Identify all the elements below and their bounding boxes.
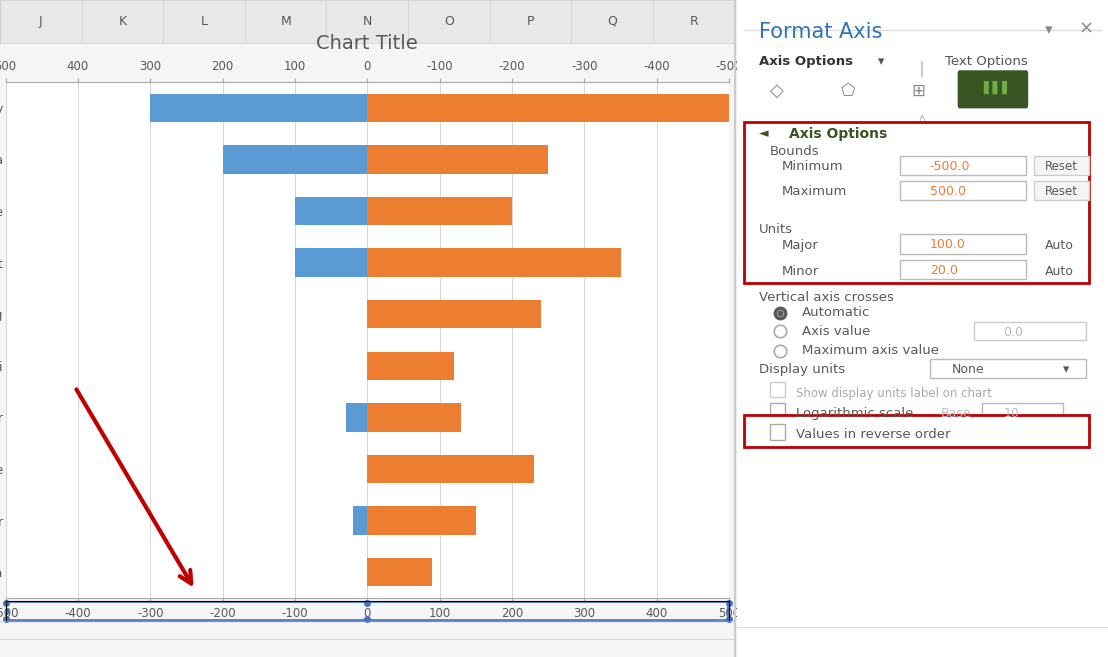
Title: Chart Title: Chart Title xyxy=(317,34,418,53)
Text: 0.0: 0.0 xyxy=(1004,326,1024,339)
Bar xyxy=(368,507,475,535)
FancyBboxPatch shape xyxy=(957,70,1028,108)
Text: 20.0: 20.0 xyxy=(930,264,957,277)
Bar xyxy=(295,197,368,225)
Text: Bounds: Bounds xyxy=(770,145,820,158)
FancyBboxPatch shape xyxy=(900,234,1026,254)
Text: ᴧ: ᴧ xyxy=(920,113,925,123)
Text: Minimum: Minimum xyxy=(781,160,843,173)
Bar xyxy=(295,248,368,277)
Text: None: None xyxy=(952,363,985,376)
FancyBboxPatch shape xyxy=(900,156,1026,175)
Text: ◇: ◇ xyxy=(770,82,784,100)
Text: ▲: ▲ xyxy=(1100,24,1108,35)
Text: P: P xyxy=(526,15,534,28)
Text: Base: Base xyxy=(941,407,972,420)
Text: ◄: ◄ xyxy=(759,127,769,141)
Text: Format Axis: Format Axis xyxy=(759,22,882,41)
Bar xyxy=(368,248,620,277)
Text: 10: 10 xyxy=(1004,407,1019,420)
Text: Vertical axis crosses: Vertical axis crosses xyxy=(759,291,894,304)
Bar xyxy=(368,94,729,122)
Bar xyxy=(352,507,368,535)
Text: ⊞: ⊞ xyxy=(911,82,925,100)
Text: Maximum: Maximum xyxy=(781,185,847,198)
FancyBboxPatch shape xyxy=(982,403,1064,419)
Text: O: O xyxy=(444,15,454,28)
Text: Reset: Reset xyxy=(1045,185,1078,198)
Text: ▾: ▾ xyxy=(1064,363,1069,376)
FancyBboxPatch shape xyxy=(974,322,1086,340)
Text: N: N xyxy=(362,15,372,28)
Text: Automatic: Automatic xyxy=(802,306,870,319)
FancyBboxPatch shape xyxy=(745,122,1089,283)
Bar xyxy=(223,145,368,173)
Text: J: J xyxy=(39,15,42,28)
Text: Auto: Auto xyxy=(1045,239,1074,252)
Text: 500.0: 500.0 xyxy=(930,185,966,198)
Bar xyxy=(151,94,368,122)
FancyBboxPatch shape xyxy=(900,181,1026,200)
FancyBboxPatch shape xyxy=(1034,181,1089,200)
Text: ▾: ▾ xyxy=(874,55,884,68)
FancyBboxPatch shape xyxy=(900,260,1026,279)
Text: ⬠: ⬠ xyxy=(841,82,855,100)
FancyBboxPatch shape xyxy=(1034,156,1089,175)
Bar xyxy=(368,300,541,328)
Bar xyxy=(368,558,432,586)
Text: Auto: Auto xyxy=(1045,265,1074,278)
Bar xyxy=(368,403,461,432)
Text: ▐▐▐: ▐▐▐ xyxy=(978,81,1007,94)
Bar xyxy=(368,197,512,225)
Text: Axis Options: Axis Options xyxy=(789,127,888,141)
Text: ×: × xyxy=(1078,20,1094,37)
Text: Q: Q xyxy=(607,15,617,28)
Text: ▾: ▾ xyxy=(1045,22,1053,37)
Text: Minor: Minor xyxy=(781,265,819,278)
Text: Axis Options: Axis Options xyxy=(759,55,853,68)
FancyBboxPatch shape xyxy=(770,403,786,419)
Text: M: M xyxy=(280,15,291,28)
Text: Text Options: Text Options xyxy=(945,55,1027,68)
Bar xyxy=(346,403,368,432)
Text: Axis value: Axis value xyxy=(802,325,870,338)
Text: Units: Units xyxy=(759,223,793,237)
FancyBboxPatch shape xyxy=(770,424,786,440)
Bar xyxy=(368,145,548,173)
Text: Major: Major xyxy=(781,239,818,252)
Text: Values in reverse order: Values in reverse order xyxy=(797,428,951,442)
Text: K: K xyxy=(119,15,126,28)
Text: L: L xyxy=(201,15,207,28)
FancyBboxPatch shape xyxy=(745,415,1089,447)
Text: R: R xyxy=(689,15,698,28)
Text: Reset: Reset xyxy=(1045,160,1078,173)
Text: Logarithmic scale: Logarithmic scale xyxy=(797,407,914,420)
FancyBboxPatch shape xyxy=(770,382,786,397)
Text: Maximum axis value: Maximum axis value xyxy=(802,344,938,357)
Bar xyxy=(368,351,454,380)
FancyBboxPatch shape xyxy=(1100,7,1108,53)
Text: Display units: Display units xyxy=(759,363,845,376)
FancyBboxPatch shape xyxy=(930,359,1086,378)
Text: Show display units label on chart: Show display units label on chart xyxy=(797,387,992,400)
Text: 100.0: 100.0 xyxy=(930,238,966,252)
Bar xyxy=(368,455,534,483)
Text: -500.0: -500.0 xyxy=(930,160,971,173)
